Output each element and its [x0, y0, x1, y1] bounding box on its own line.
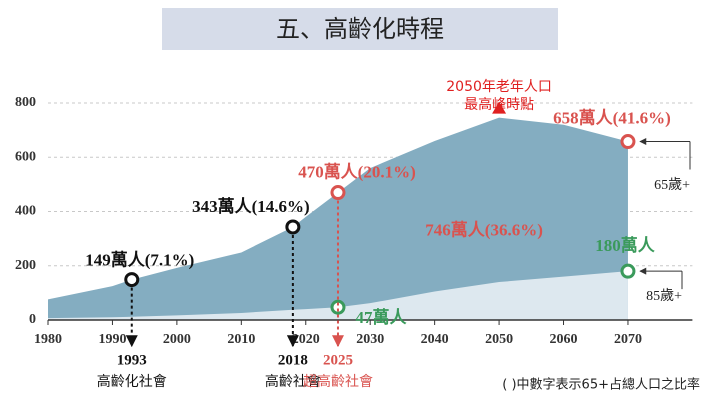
data-label: 658萬人(41.6%): [553, 107, 671, 127]
y-tick-label: 600: [15, 149, 36, 164]
point-marker: [620, 134, 636, 150]
point-marker: [330, 185, 346, 201]
y-tick-label: 200: [15, 258, 36, 273]
milestone-label: 高齡化社會: [97, 373, 167, 390]
x-tick-label: 2000: [163, 332, 191, 347]
peak-label: 2050年老年人口: [446, 79, 552, 95]
x-tick-label: 2070: [614, 332, 642, 347]
data-label: 47萬人: [355, 307, 407, 327]
data-label: 746萬人(36.6%): [425, 220, 543, 240]
y-tick-label: 800: [15, 95, 36, 110]
point-marker: [330, 299, 346, 315]
area: [48, 271, 628, 320]
point-marker: [285, 219, 301, 235]
milestone-label: 高齡社會: [265, 373, 321, 390]
x-tick-label: 2050: [485, 332, 513, 347]
milestone-label: 超高齡社會: [303, 373, 373, 390]
title-banner: [162, 8, 558, 50]
peak-label: 最高峰時點: [464, 96, 534, 113]
chart-title: 五、高齡化時程: [276, 15, 444, 43]
data-label: 149萬人(7.1%): [85, 249, 194, 269]
data-label: 470萬人(20.1%): [298, 161, 416, 181]
milestone-year: 2018: [278, 352, 308, 368]
data-label: 180萬人: [595, 235, 655, 255]
point-marker: [124, 272, 140, 288]
point-marker: [620, 263, 636, 279]
y-tick-label: 400: [15, 204, 36, 219]
peak-marker: [492, 101, 507, 114]
y-tick-label: 0: [29, 312, 36, 327]
legend-label: 85歲+: [646, 288, 682, 304]
milestone-year: 2025: [323, 352, 353, 368]
footnote: ( )中數字表示65+占總人口之比率: [502, 377, 700, 393]
x-tick-label: 1980: [34, 332, 62, 347]
data-label: 343萬人(14.6%): [192, 196, 310, 216]
x-tick-label: 2020: [292, 332, 320, 347]
x-tick-label: 2040: [421, 332, 449, 347]
milestone-year: 1993: [117, 352, 147, 368]
x-tick-label: 2030: [356, 332, 384, 347]
x-tick-label: 2060: [550, 332, 578, 347]
x-tick-label: 2010: [227, 332, 255, 347]
x-tick-label: 1990: [98, 332, 126, 347]
legend-label: 65歲+: [654, 177, 690, 193]
